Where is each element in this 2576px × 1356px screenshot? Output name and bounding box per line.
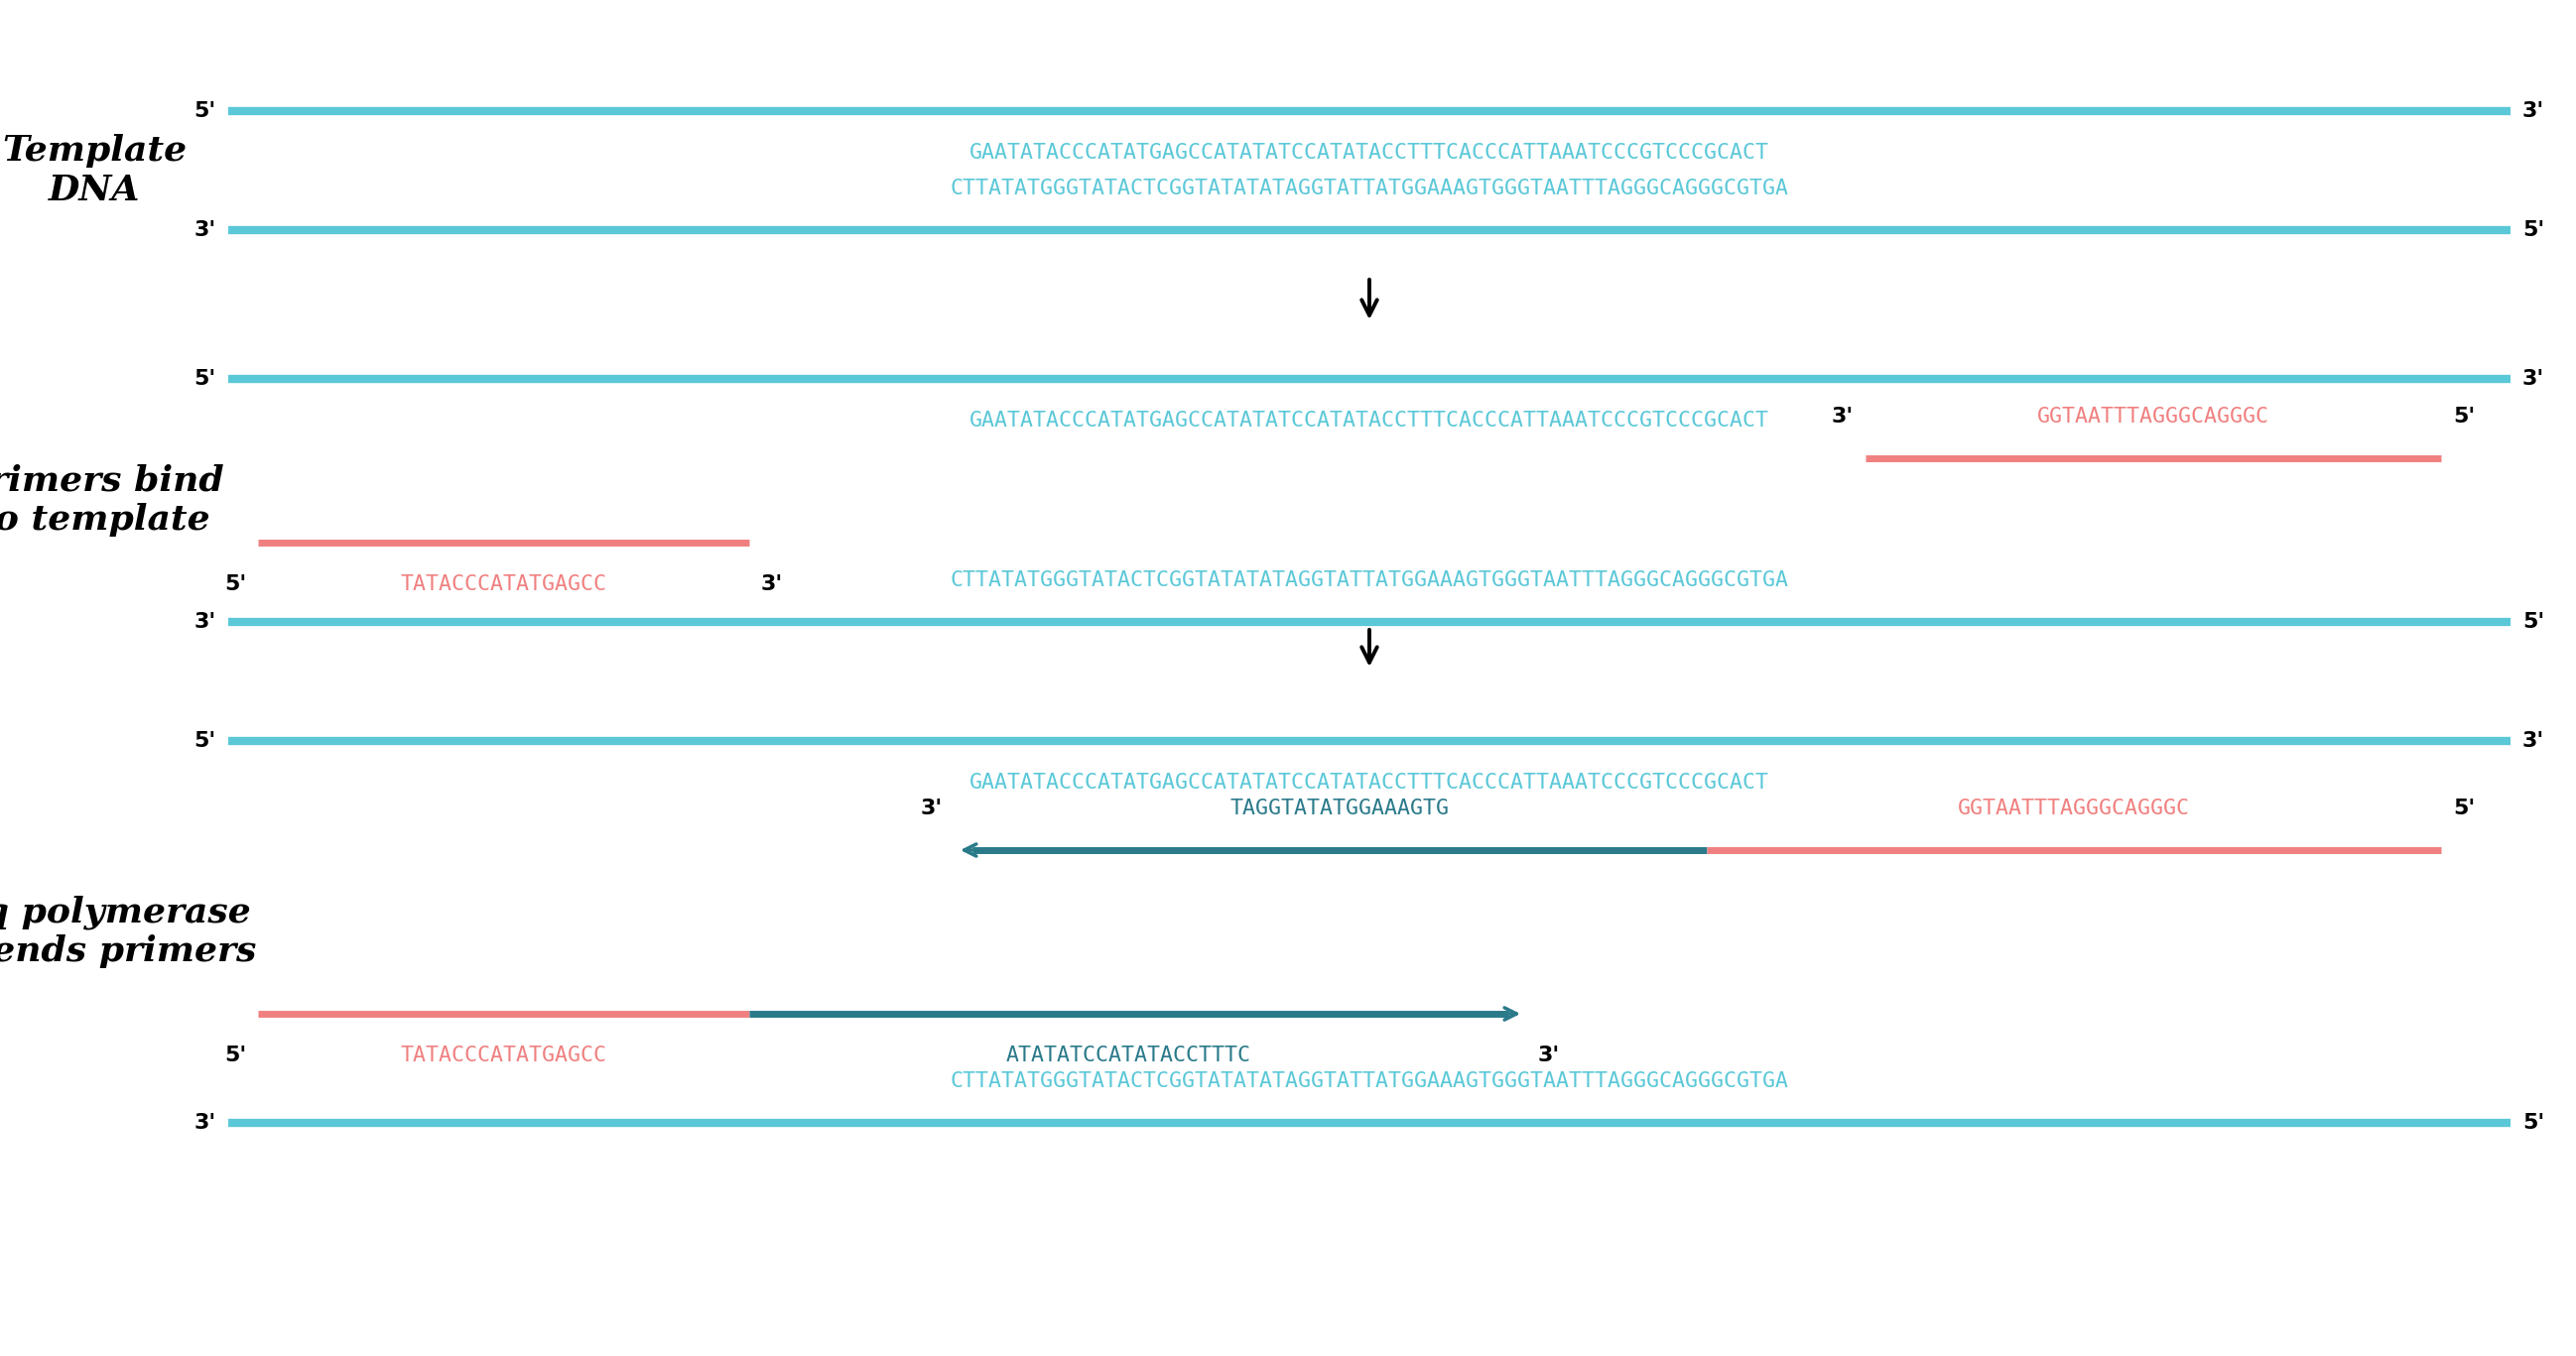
Text: 5': 5' — [193, 731, 216, 751]
Text: 3': 3' — [193, 612, 216, 632]
Text: 3': 3' — [193, 1113, 216, 1132]
Text: 5': 5' — [224, 575, 247, 594]
Text: TATACCCATATGAGCC: TATACCCATATGAGCC — [399, 1045, 608, 1066]
Text: 3': 3' — [920, 799, 943, 819]
Text: 3': 3' — [2522, 369, 2545, 389]
Text: Taq polymerase
extends primers: Taq polymerase extends primers — [0, 895, 258, 968]
Text: 3': 3' — [1538, 1045, 1561, 1066]
Text: 5': 5' — [2452, 799, 2476, 819]
Text: TATACCCATATGAGCC: TATACCCATATGAGCC — [399, 575, 608, 594]
Text: GGTAATTTAGGGCAGGGC: GGTAATTTAGGGCAGGGC — [2038, 407, 2269, 427]
Text: 3': 3' — [2522, 102, 2545, 121]
Text: GAATATACCCATATGAGCCATATATCCATATACCTTTCACCCATTAAATCCCGTCCCGCACT: GAATATACCCATATGAGCCATATATCCATATACCTTTCAC… — [969, 142, 1770, 163]
Text: GGTAATTTAGGGCAGGGC: GGTAATTTAGGGCAGGGC — [1958, 799, 2190, 819]
Text: 3': 3' — [193, 220, 216, 240]
Text: 3': 3' — [760, 575, 783, 594]
Text: 5': 5' — [193, 369, 216, 389]
Text: 5': 5' — [2522, 612, 2545, 632]
Text: GAATATACCCATATGAGCCATATATCCATATACCTTTCACCCATTAAATCCCGTCCCGCACT: GAATATACCCATATGAGCCATATATCCATATACCTTTCAC… — [969, 411, 1770, 430]
Text: Template
DNA: Template DNA — [3, 134, 185, 207]
Text: 5': 5' — [193, 102, 216, 121]
Text: 5': 5' — [2522, 1113, 2545, 1132]
Text: 5': 5' — [224, 1045, 247, 1066]
Text: ATATATCCATATACCTTTC: ATATATCCATATACCTTTC — [1007, 1045, 1252, 1066]
Text: CTTATATGGGTATACTCGGTATATATAGGTATTATGGAAAGTGGGTAATTTAGGGCAGGGCGTGA: CTTATATGGGTATACTCGGTATATATAGGTATTATGGAAA… — [951, 1071, 1788, 1092]
Text: TAGGTATATGGAAAGTG: TAGGTATATGGAAAGTG — [1229, 799, 1450, 819]
Text: 3': 3' — [1832, 407, 1855, 427]
Text: 5': 5' — [2522, 220, 2545, 240]
Text: 3': 3' — [2522, 731, 2545, 751]
Text: Primers bind
to template: Primers bind to template — [0, 464, 224, 537]
Text: CTTATATGGGTATACTCGGTATATATAGGTATTATGGAAAGTGGGTAATTTAGGGCAGGGCGTGA: CTTATATGGGTATACTCGGTATATATAGGTATTATGGAAA… — [951, 179, 1788, 198]
Text: CTTATATGGGTATACTCGGTATATATAGGTATTATGGAAAGTGGGTAATTTAGGGCAGGGCGTGA: CTTATATGGGTATACTCGGTATATATAGGTATTATGGAAA… — [951, 571, 1788, 590]
Text: GAATATACCCATATGAGCCATATATCCATATACCTTTCACCCATTAAATCCCGTCCCGCACT: GAATATACCCATATGAGCCATATATCCATATACCTTTCAC… — [969, 773, 1770, 792]
Text: 5': 5' — [2452, 407, 2476, 427]
